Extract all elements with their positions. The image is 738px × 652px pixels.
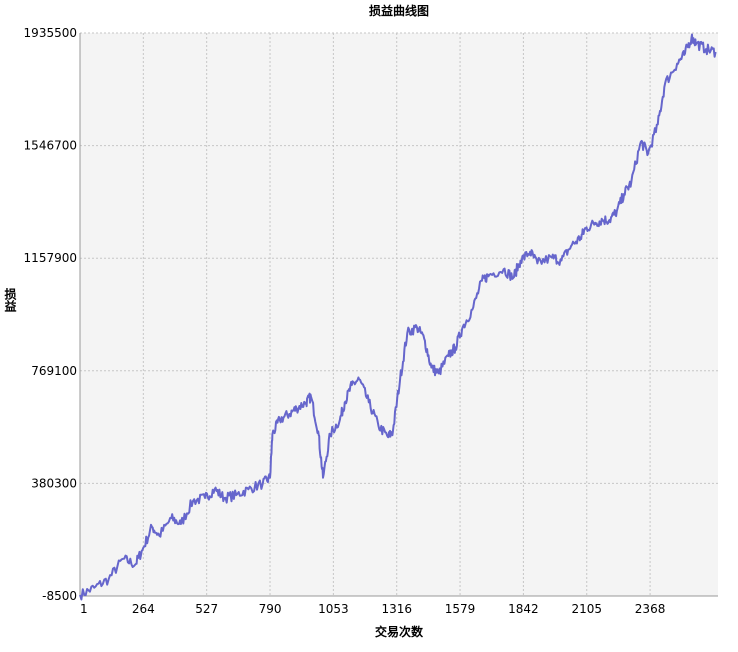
x-tick-label: 1579 bbox=[445, 602, 476, 616]
x-tick-label: 527 bbox=[195, 602, 218, 616]
x-tick-label: 2105 bbox=[571, 602, 602, 616]
x-tick-label: 2368 bbox=[635, 602, 666, 616]
y-tick-label: 1157900 bbox=[24, 251, 77, 265]
x-tick-label: 1053 bbox=[318, 602, 349, 616]
x-tick-label: 264 bbox=[132, 602, 155, 616]
x-tick-label: 1842 bbox=[508, 602, 539, 616]
y-tick-label: 380300 bbox=[31, 476, 77, 490]
x-tick-label: 1316 bbox=[381, 602, 412, 616]
chart-title: 损益曲线图 bbox=[369, 3, 429, 18]
y-axis-label: 损益 bbox=[3, 287, 17, 313]
series-line bbox=[79, 33, 717, 601]
x-tick-labels: 1 264 527 790 1053 1316 1579 1842 2105 2368 bbox=[80, 602, 665, 616]
y-tick-label: 769100 bbox=[31, 364, 77, 378]
gridlines bbox=[80, 32, 718, 596]
series-lines bbox=[79, 33, 717, 601]
x-tick-label: 1 bbox=[80, 602, 88, 616]
x-axis-label: 交易次数 bbox=[375, 624, 424, 639]
y-tick-labels: -8500 380300 769100 1157900 1546700 1935500 bbox=[24, 26, 77, 603]
y-tick-label: 1546700 bbox=[24, 139, 77, 153]
y-tick-label: -8500 bbox=[42, 589, 77, 603]
plot-area bbox=[80, 33, 718, 596]
x-tick-label: 790 bbox=[259, 602, 282, 616]
y-tick-label: 1935500 bbox=[24, 26, 77, 40]
